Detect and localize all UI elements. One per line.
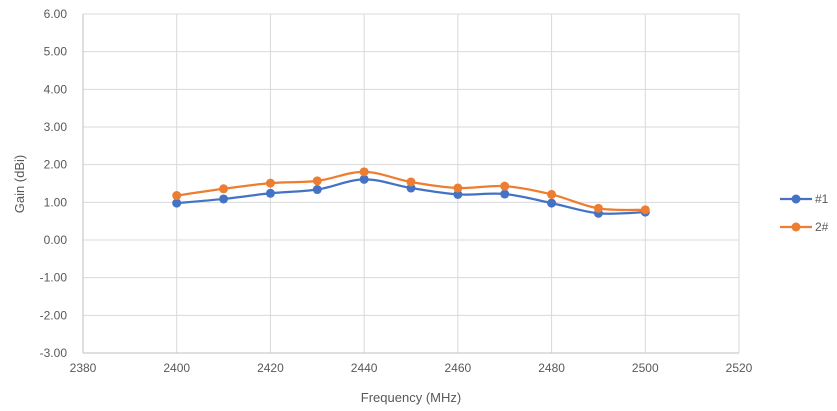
x-tick-label: 2380 xyxy=(70,361,97,375)
y-tick-label: -2.00 xyxy=(40,308,68,322)
data-point xyxy=(593,203,603,213)
data-point xyxy=(547,189,557,199)
y-tick-label: 6.00 xyxy=(44,7,68,21)
y-tick-label: 1.00 xyxy=(44,195,68,209)
legend-marker xyxy=(791,222,801,232)
data-point xyxy=(453,183,463,193)
x-tick-label: 2420 xyxy=(257,361,284,375)
series-group xyxy=(172,167,650,218)
data-point xyxy=(219,184,229,194)
y-tick-label: 3.00 xyxy=(44,120,68,134)
x-tick-label: 2480 xyxy=(538,361,565,375)
data-point xyxy=(265,188,275,198)
legend-marker xyxy=(791,194,801,204)
x-tick-label: 2400 xyxy=(163,361,190,375)
data-point xyxy=(265,178,275,188)
x-tick-label: 2520 xyxy=(726,361,753,375)
series-2 xyxy=(172,167,650,215)
y-tick-label: -3.00 xyxy=(40,346,68,360)
data-point xyxy=(312,176,322,186)
data-point xyxy=(172,191,182,201)
y-tick-label: 5.00 xyxy=(44,45,68,59)
x-tick-label: 2460 xyxy=(445,361,472,375)
legend-item-2: 2# xyxy=(780,220,829,234)
data-point xyxy=(219,194,229,204)
data-point xyxy=(359,167,369,177)
data-point xyxy=(640,205,650,215)
data-point xyxy=(453,189,463,199)
legend-label: 2# xyxy=(815,220,829,234)
x-tick-label: 2440 xyxy=(351,361,378,375)
x-axis-title: Frequency (MHz) xyxy=(361,390,461,405)
y-tick-label: -1.00 xyxy=(40,271,68,285)
y-tick-label: 0.00 xyxy=(44,233,68,247)
data-point xyxy=(500,181,510,191)
data-point xyxy=(359,174,369,184)
data-point xyxy=(406,177,416,187)
data-point xyxy=(172,198,182,208)
axes: 6.00 5.00 4.00 3.00 2.00 1.00 0.00 -1.00 -2.00 -3… xyxy=(40,7,753,375)
y-tick-label: 4.00 xyxy=(44,82,68,96)
y-axis-title: Gain (dBi) xyxy=(12,155,27,214)
x-tick-label: 2500 xyxy=(632,361,659,375)
data-point xyxy=(500,189,510,199)
legend-item-1: #1 xyxy=(780,192,829,206)
data-point xyxy=(547,198,557,208)
legend-label: #1 xyxy=(815,192,829,206)
data-point xyxy=(312,185,322,195)
y-tick-label: 2.00 xyxy=(44,158,68,172)
legend: #1 2# xyxy=(780,192,829,234)
